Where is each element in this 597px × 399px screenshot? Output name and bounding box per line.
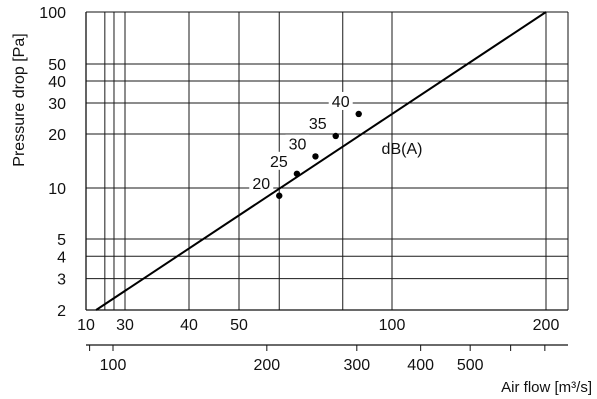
y-tick-label: 10	[48, 181, 66, 198]
x2-tick-label: 500	[457, 357, 484, 374]
series-line-segment	[95, 11, 547, 311]
data-point	[355, 110, 362, 118]
data-point	[312, 153, 319, 160]
point-label-bg	[266, 151, 291, 170]
point-label: 35	[309, 116, 327, 133]
annotation-dba: dB(A)	[382, 141, 423, 158]
point-label-bg	[305, 113, 330, 132]
x-tick-label: 30	[116, 317, 134, 334]
data-point	[276, 192, 283, 199]
y-tick-label: 20	[48, 127, 66, 144]
x-tick-label: 40	[180, 317, 198, 334]
grid	[85, 11, 569, 311]
x-tick-label: 200	[533, 317, 560, 334]
x2-tick-label: 100	[100, 357, 127, 374]
point-label-bg	[328, 91, 353, 110]
data-point	[332, 132, 339, 140]
point-label: 40	[332, 94, 350, 111]
y-tick-label: 4	[57, 249, 66, 266]
x-tick-label: 10	[77, 317, 95, 334]
x-tick-label: 50	[230, 317, 248, 334]
point-label-bg	[285, 134, 310, 153]
y-tick-label: 50	[48, 57, 66, 74]
y-tick-label: 3	[57, 272, 66, 289]
y-tick-label: 30	[48, 96, 66, 113]
point-label: 30	[289, 136, 307, 153]
secondary-axis: 100 200 300 400 500	[86, 344, 568, 374]
y-tick-label: 100	[39, 5, 66, 22]
series-line	[95, 11, 547, 311]
point-label: 20	[252, 176, 270, 193]
y-tick-label: 2	[57, 303, 66, 320]
x-tick-label: 100	[379, 317, 406, 334]
y-tick-label: 5	[57, 232, 66, 249]
x2-tick-label: 300	[343, 357, 370, 374]
point-label: 25	[270, 154, 288, 171]
x2-tick-label: 200	[253, 357, 280, 374]
y-tick-label: 40	[48, 74, 66, 91]
x2-tick-label: 400	[407, 357, 434, 374]
y-axis-label: Pressure drop [Pa]	[11, 33, 28, 166]
data-point	[293, 170, 301, 177]
point-label-bg	[249, 173, 274, 192]
x2-axis-label: Air flow [m³/s]	[501, 379, 592, 396]
